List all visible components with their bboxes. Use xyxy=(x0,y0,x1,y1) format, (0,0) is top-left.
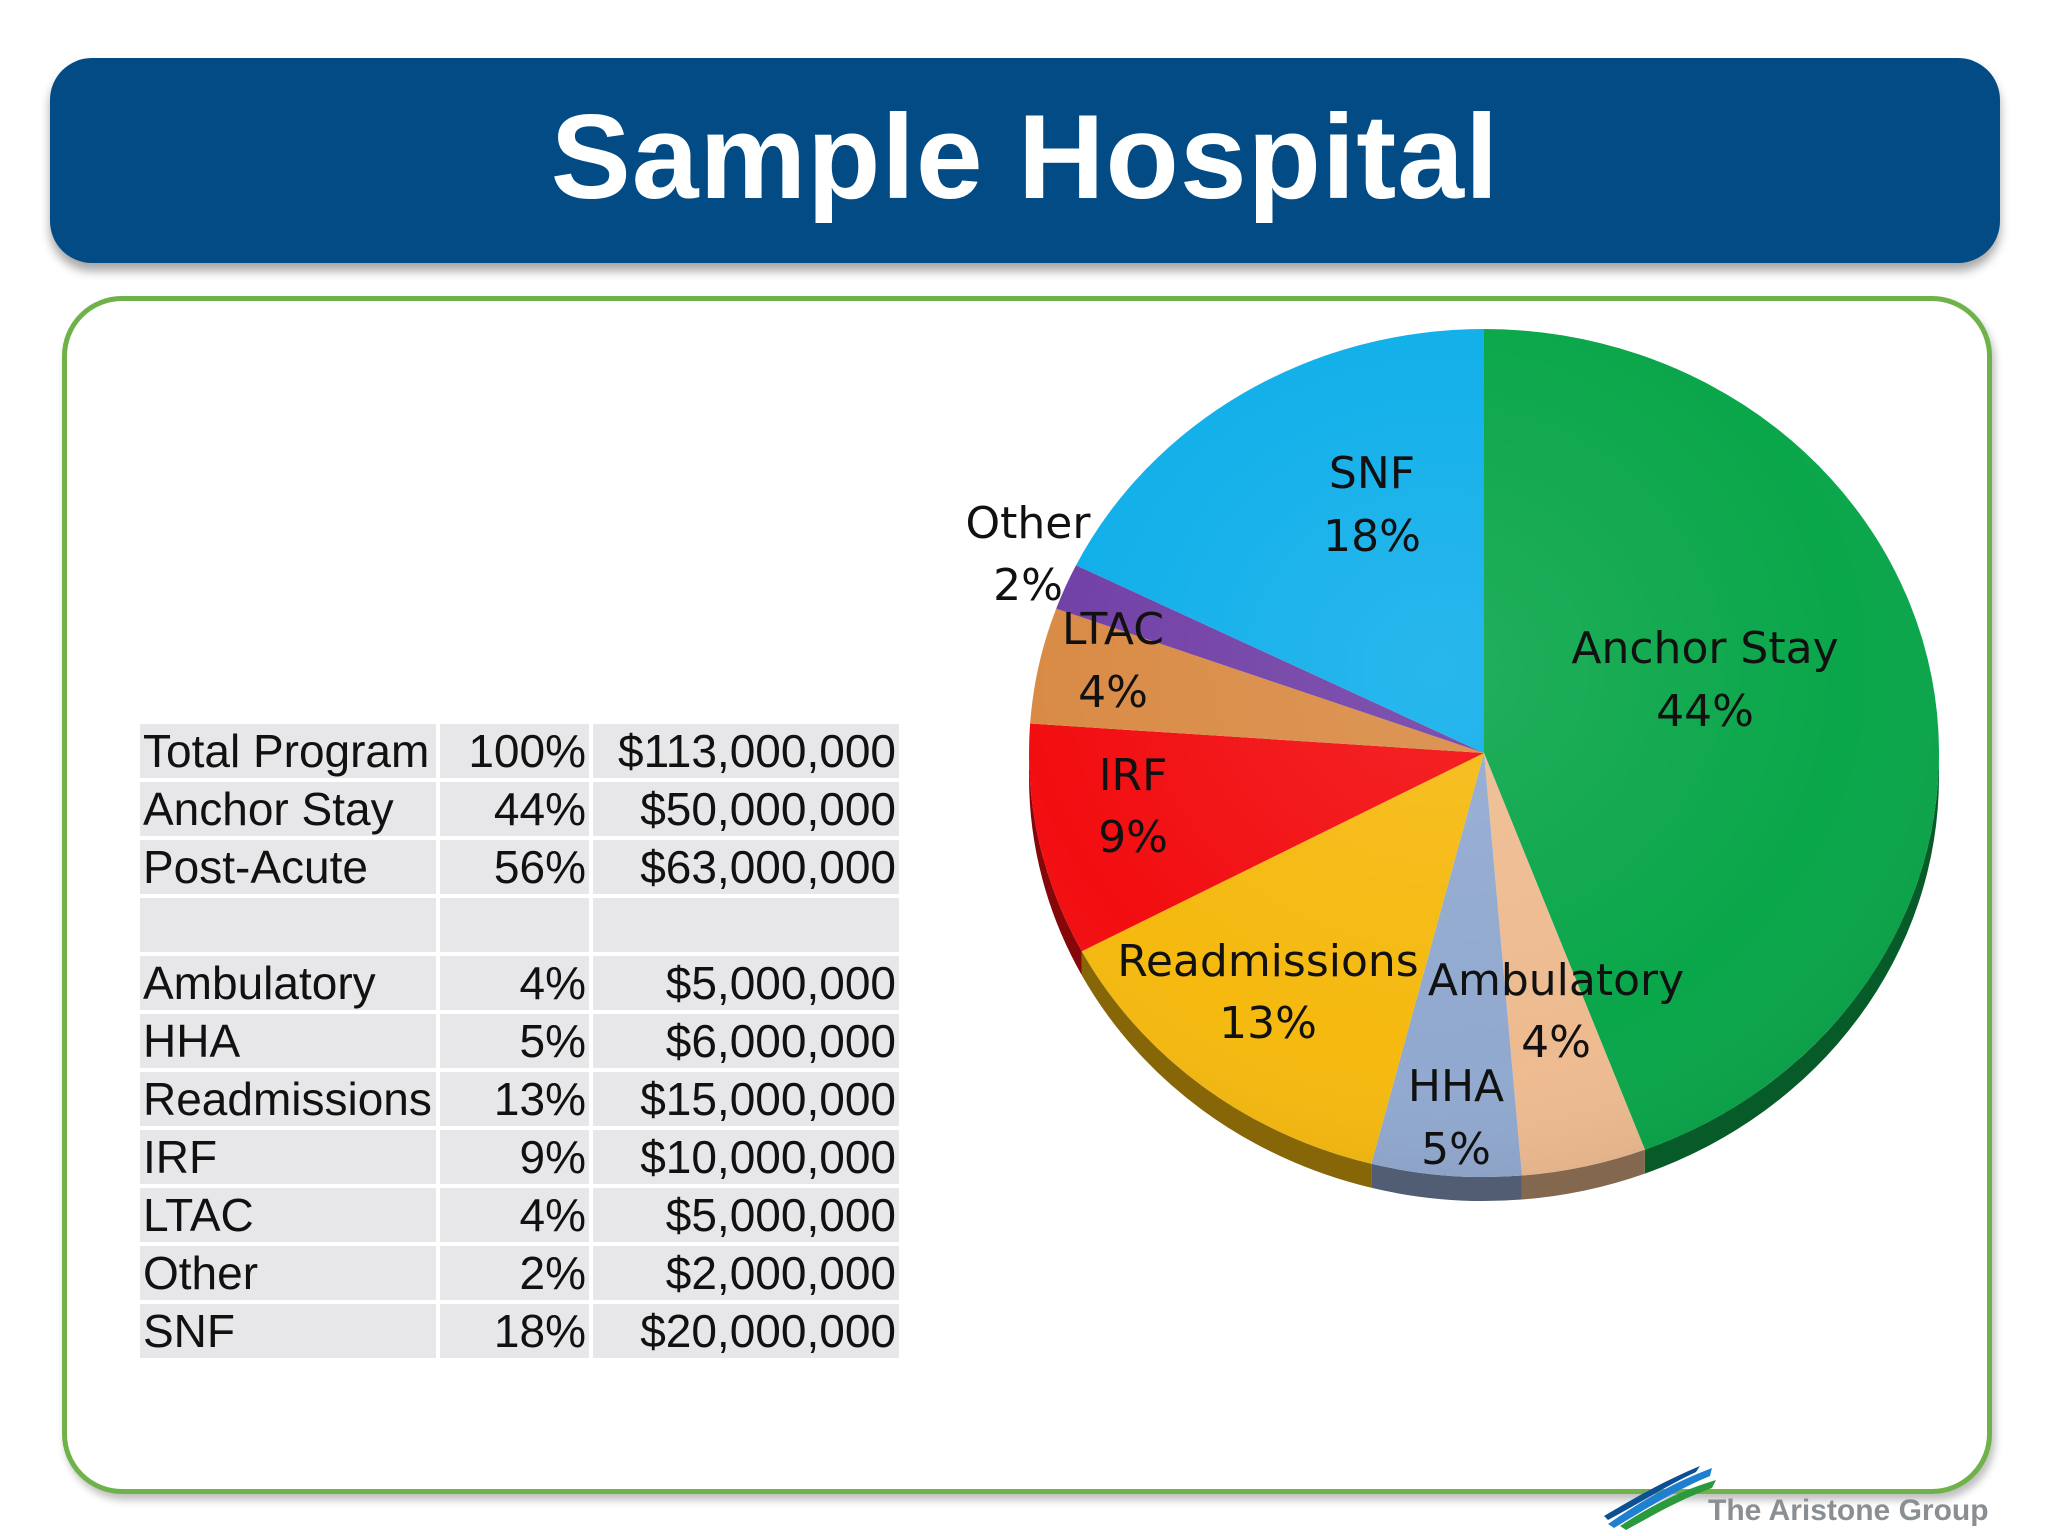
row-percent: 9% xyxy=(440,1130,589,1184)
pie-label-name: Ambulatory xyxy=(1428,955,1684,1006)
table-row: Post-Acute 56% $63,000,000 xyxy=(140,840,899,894)
row-amount: $50,000,000 xyxy=(593,782,899,836)
row-label: LTAC xyxy=(140,1188,436,1242)
row-percent: 4% xyxy=(440,956,589,1010)
brand-logo-text: The Aristone Group xyxy=(1708,1494,1989,1527)
row-amount xyxy=(593,898,899,952)
pie-shine xyxy=(1029,329,1939,1177)
pie-depth-hha xyxy=(1371,1163,1522,1202)
row-amount: $63,000,000 xyxy=(593,840,899,894)
pie-labels: Anchor Stay 44% Ambulatory 4% HHA 5% Readmissi… xyxy=(966,448,1839,1175)
pie-label-name: Readmissions xyxy=(1117,936,1418,987)
pie-depth-anchor-stay xyxy=(1644,753,1939,1174)
table-row: Total Program 100% $113,000,000 xyxy=(140,724,899,778)
pie-label-name: Anchor Stay xyxy=(1571,623,1838,674)
pie-label-percent: 4% xyxy=(1078,667,1148,718)
pie-label-name: IRF xyxy=(1099,750,1168,801)
table-row: IRF 9% $10,000,000 xyxy=(140,1130,899,1184)
row-percent: 4% xyxy=(440,1188,589,1242)
row-amount: $2,000,000 xyxy=(593,1246,899,1300)
pie-depth-readmissions xyxy=(1081,951,1372,1188)
row-percent xyxy=(440,898,589,952)
row-label: Readmissions xyxy=(140,1072,436,1126)
data-table: Total Program 100% $113,000,000 Anchor Stay… xyxy=(136,720,903,1362)
row-label: HHA xyxy=(140,1014,436,1068)
table-row: LTAC 4% $5,000,000 xyxy=(140,1188,899,1242)
pie-label-percent: 4% xyxy=(1521,1017,1591,1068)
table-row: SNF 18% $20,000,000 xyxy=(140,1304,899,1358)
pie-label-name: LTAC xyxy=(1062,604,1164,655)
pie-label-name: Other xyxy=(966,498,1092,549)
page-title: Sample Hospital xyxy=(550,89,1500,224)
row-percent: 5% xyxy=(440,1014,589,1068)
row-amount: $10,000,000 xyxy=(593,1130,899,1184)
row-label: Anchor Stay xyxy=(140,782,436,836)
row-percent: 2% xyxy=(440,1246,589,1300)
pie-label-percent: 18% xyxy=(1323,511,1421,562)
pie-label-percent: 44% xyxy=(1656,686,1754,737)
table-row: Ambulatory 4% $5,000,000 xyxy=(140,956,899,1010)
row-label xyxy=(140,898,436,952)
pie-label-percent: 5% xyxy=(1421,1124,1491,1175)
pie-depth-irf xyxy=(1029,753,1082,976)
row-amount: $5,000,000 xyxy=(593,956,899,1010)
pie-label-percent: 2% xyxy=(993,560,1063,611)
table-row: HHA 5% $6,000,000 xyxy=(140,1014,899,1068)
row-amount: $15,000,000 xyxy=(593,1072,899,1126)
row-label: Total Program xyxy=(140,724,436,778)
table-row: Other 2% $2,000,000 xyxy=(140,1246,899,1300)
pie-label-percent: 9% xyxy=(1098,812,1168,863)
row-label: SNF xyxy=(140,1304,436,1358)
row-label: Ambulatory xyxy=(140,956,436,1010)
row-percent: 18% xyxy=(440,1304,589,1358)
row-percent: 56% xyxy=(440,840,589,894)
pie-label-name: SNF xyxy=(1329,448,1415,499)
row-percent: 100% xyxy=(440,724,589,778)
row-percent: 44% xyxy=(440,782,589,836)
pie-depth-ambulatory xyxy=(1521,1149,1645,1200)
pie-label-name: HHA xyxy=(1408,1061,1504,1112)
aristone-logo-icon xyxy=(1604,1466,1716,1530)
table-row: Anchor Stay 44% $50,000,000 xyxy=(140,782,899,836)
table-row: Readmissions 13% $15,000,000 xyxy=(140,1072,899,1126)
row-amount: $113,000,000 xyxy=(593,724,899,778)
row-amount: $6,000,000 xyxy=(593,1014,899,1068)
row-label: IRF xyxy=(140,1130,436,1184)
table-row xyxy=(140,898,899,952)
row-amount: $20,000,000 xyxy=(593,1304,899,1358)
row-amount: $5,000,000 xyxy=(593,1188,899,1242)
title-banner: Sample Hospital xyxy=(50,58,2000,263)
row-percent: 13% xyxy=(440,1072,589,1126)
row-label: Post-Acute xyxy=(140,840,436,894)
pie-label-percent: 13% xyxy=(1219,998,1317,1049)
pie-depth xyxy=(1029,753,1939,1202)
row-label: Other xyxy=(140,1246,436,1300)
